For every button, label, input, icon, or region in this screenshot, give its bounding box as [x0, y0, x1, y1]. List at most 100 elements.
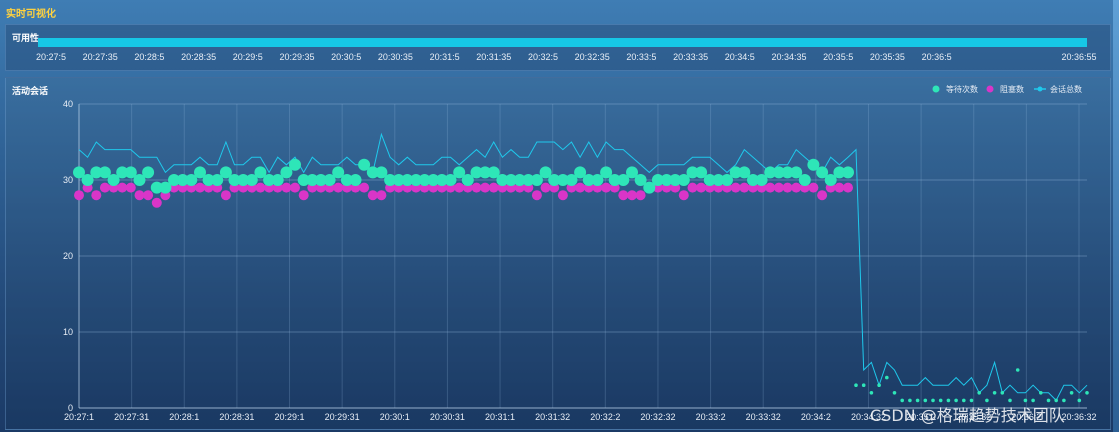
- blocking-point: [817, 190, 828, 201]
- wait-point: [833, 166, 846, 179]
- wait-point: [764, 166, 777, 179]
- wait-point: [608, 174, 621, 186]
- wait-point: [539, 166, 552, 179]
- wait-point: [358, 158, 371, 171]
- wait-point: [729, 166, 742, 179]
- legend-dot-icon: [1037, 86, 1043, 92]
- watermark: CSDN @格瑞趋势技术团队: [870, 406, 1065, 425]
- x-tick-label: 20:30:31: [430, 412, 465, 422]
- availability-tick-label: 20:32:35: [575, 52, 610, 62]
- wait-point: [669, 174, 682, 186]
- blocking-point: [601, 182, 612, 193]
- x-tick-label: 20:29:31: [325, 412, 360, 422]
- wait-point: [427, 174, 440, 186]
- wait-point: [781, 166, 794, 179]
- availability-tick-label: 20:28:5: [134, 52, 164, 62]
- availability-tick-label: 20:27:5: [36, 52, 66, 62]
- availability-tick-label: 20:29:35: [279, 52, 314, 62]
- blocking-point: [125, 182, 136, 193]
- window-edge: [1113, 0, 1119, 432]
- wait-point: [522, 174, 535, 186]
- wait-point: [969, 398, 974, 403]
- availability-tick-label: 20:33:35: [673, 52, 708, 62]
- wait-point: [1008, 398, 1012, 403]
- blocking-point: [730, 182, 741, 193]
- wait-point: [185, 174, 198, 186]
- wait-point: [1039, 391, 1043, 395]
- blocking-point: [471, 182, 482, 193]
- wait-point: [854, 383, 858, 388]
- wait-point: [861, 383, 866, 388]
- wait-point: [574, 166, 587, 179]
- wait-point: [133, 174, 146, 186]
- y-tick-label: 20: [63, 251, 73, 261]
- x-tick-label: 20:36:32: [1061, 412, 1096, 422]
- wait-point: [992, 391, 997, 395]
- blocking-point: [808, 182, 819, 193]
- availability-panel: 可用性: [5, 24, 1111, 71]
- availability-tick-label: 20:34:35: [771, 52, 806, 62]
- legend-label[interactable]: 阻塞数: [1000, 84, 1024, 94]
- wait-point: [1062, 398, 1066, 403]
- wait-point: [626, 166, 638, 179]
- wait-point: [798, 174, 811, 186]
- blocking-point: [575, 182, 586, 193]
- wait-point: [332, 166, 345, 179]
- blocking-point: [143, 190, 154, 201]
- blocking-point: [367, 190, 378, 201]
- blocking-point: [635, 190, 646, 201]
- wait-point: [289, 158, 301, 171]
- blocking-point: [687, 182, 698, 193]
- blocking-point: [298, 190, 309, 201]
- x-tick-label: 20:27:31: [114, 412, 149, 422]
- wait-point: [686, 166, 699, 179]
- sessions-title: 活动会话: [12, 86, 49, 96]
- wait-point: [530, 174, 543, 186]
- y-tick-label: 40: [63, 99, 73, 109]
- wait-point: [245, 174, 258, 186]
- wait-point: [900, 398, 904, 403]
- wait-point: [556, 174, 569, 186]
- blocking-point: [359, 182, 370, 193]
- legend-label[interactable]: 会话总数: [1050, 84, 1082, 94]
- wait-point: [842, 166, 854, 179]
- wait-point: [954, 398, 958, 403]
- wait-point: [297, 174, 310, 186]
- availability-tick-label: 20:29:5: [233, 52, 263, 62]
- availability-bar: [38, 38, 1087, 47]
- wait-point: [340, 174, 353, 186]
- blocking-point: [255, 182, 266, 193]
- availability-tick-label: 20:34:5: [725, 52, 755, 62]
- wait-point: [738, 166, 751, 179]
- blocking-point: [333, 182, 344, 193]
- wait-point: [237, 174, 250, 186]
- wait-point: [271, 174, 284, 186]
- wait-point: [1031, 398, 1035, 403]
- wait-point: [1085, 391, 1089, 395]
- wait-point: [228, 174, 241, 186]
- wait-point: [513, 174, 526, 186]
- legend-circle-icon: [932, 85, 940, 93]
- wait-point: [634, 174, 647, 186]
- wait-point: [254, 166, 267, 179]
- wait-point: [869, 391, 874, 395]
- availability-tick-label: 20:30:35: [378, 52, 413, 62]
- wait-point: [1077, 398, 1082, 403]
- x-tick-label: 20:28:1: [169, 412, 199, 422]
- sessions-panel: 活动会话: [5, 77, 1111, 430]
- y-tick-label: 30: [63, 175, 73, 185]
- wait-point: [755, 174, 768, 186]
- legend-label[interactable]: 等待次数: [946, 84, 978, 94]
- blocking-point: [834, 182, 845, 193]
- availability-tick-label: 20:33:5: [626, 52, 656, 62]
- wait-point: [168, 174, 180, 186]
- wait-point: [280, 166, 293, 179]
- availability-tick-label: 20:32:5: [528, 52, 558, 62]
- wait-point: [211, 174, 224, 186]
- wait-point: [194, 166, 206, 179]
- blocking-point: [376, 190, 387, 201]
- wait-point: [660, 174, 673, 186]
- wait-point: [349, 174, 362, 186]
- wait-point: [159, 181, 172, 194]
- availability-tick-label: 20:36:55: [1061, 52, 1096, 62]
